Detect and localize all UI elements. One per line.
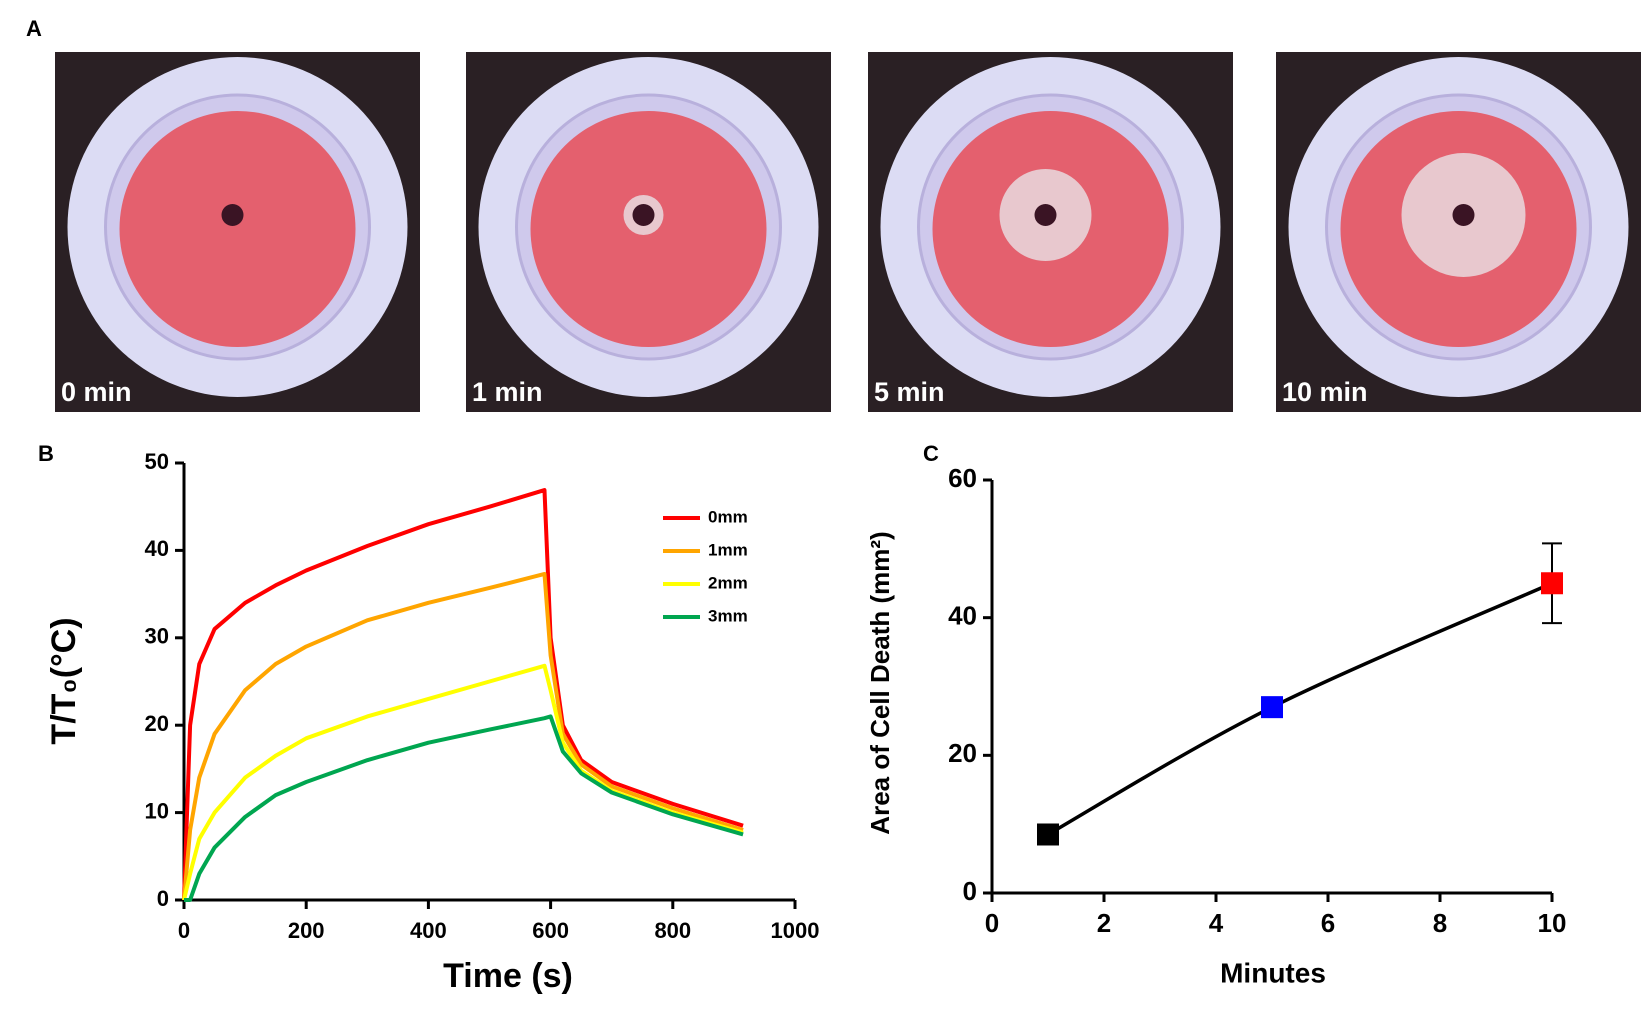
x-tick-label: 400 [410,918,447,943]
y-tick-label: 40 [948,601,977,631]
x-tick-label: 200 [288,918,325,943]
x-tick-label: 1000 [771,918,820,943]
y-axis-title: Area of Cell Death (mm²) [865,531,895,834]
y-tick-label: 60 [948,463,977,493]
series-line [184,714,744,902]
x-tick-label: 0 [178,918,190,943]
y-tick-label: 10 [145,798,169,823]
point [1541,572,1563,595]
x-axis-title: Minutes [1220,957,1326,988]
photo-label: 0 min [61,377,132,407]
fit-curve [1047,581,1553,837]
series-line [182,663,744,901]
y-tick-label: 30 [145,624,169,649]
x-tick-label: 2 [1097,908,1111,938]
x-tick-label: 600 [532,918,569,943]
x-tick-label: 10 [1538,908,1567,938]
legend-label: 1mm [708,540,748,559]
panel-label: A [26,16,42,41]
x-tick-label: 6 [1321,908,1335,938]
y-tick-label: 0 [963,876,977,906]
y-tick-label: 50 [145,449,169,474]
x-tick-label: 8 [1433,908,1447,938]
legend-label: 0mm [708,507,748,526]
needle-site [221,204,244,226]
panel-label: C [923,441,939,466]
x-tick-label: 4 [1209,908,1224,938]
y-tick-label: 40 [145,536,169,561]
tissue [119,111,356,347]
y-tick-label: 20 [145,711,169,736]
legend-label: 2mm [708,573,748,592]
y-tick-label: 20 [948,738,977,768]
x-tick-label: 800 [654,918,691,943]
point [1261,696,1283,719]
needle-site [632,204,655,226]
needle-site [1452,204,1475,226]
legend-label: 3mm [708,606,748,625]
photo-label: 10 min [1282,377,1368,407]
x-tick-label: 0 [985,908,999,938]
y-axis-title: T/T₀(°C) [45,617,83,744]
photo-label: 5 min [874,377,945,407]
x-axis-title: Time (s) [443,957,573,995]
point [1037,823,1059,846]
photo-label: 1 min [472,377,543,407]
y-tick-label: 0 [157,886,169,911]
panel-label: B [38,441,54,466]
series-line [182,488,744,901]
needle-site [1034,204,1057,226]
series-line [182,571,744,901]
